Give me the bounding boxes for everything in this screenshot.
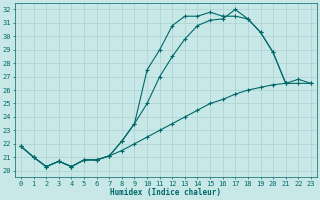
- X-axis label: Humidex (Indice chaleur): Humidex (Indice chaleur): [110, 188, 221, 197]
